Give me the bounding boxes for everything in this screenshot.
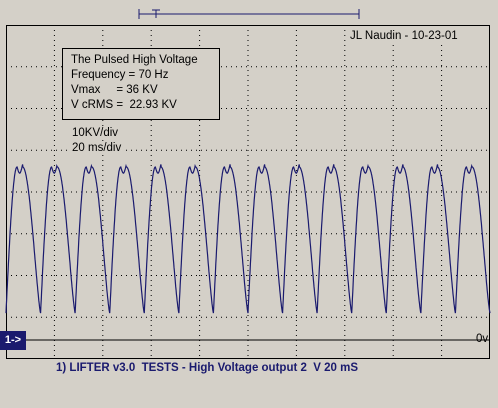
measurement-info-box: The Pulsed High Voltage Frequency = 70 H…	[62, 48, 220, 120]
author-date-stamp: JL Naudin - 10-23-01	[348, 29, 460, 43]
info-vcrms: V cRMS = 22.93 KV	[71, 99, 177, 111]
info-title: The Pulsed High Voltage	[71, 54, 198, 66]
channel-caption: 1) LIFTER v3.0 TESTS - High Voltage outp…	[56, 362, 359, 374]
info-vmax: Vmax = 36 KV	[71, 84, 158, 96]
volts-per-div-label: 10KV/div	[71, 126, 120, 140]
time-cursor-ruler[interactable]	[138, 8, 360, 20]
info-frequency: Frequency = 70 Hz	[71, 69, 169, 81]
channel-1-marker[interactable]: 1->	[0, 331, 26, 350]
voltage-trace	[5, 163, 491, 314]
time-per-div-label: 20 ms/div	[71, 141, 123, 155]
zero-volt-label: 0v	[476, 333, 489, 345]
